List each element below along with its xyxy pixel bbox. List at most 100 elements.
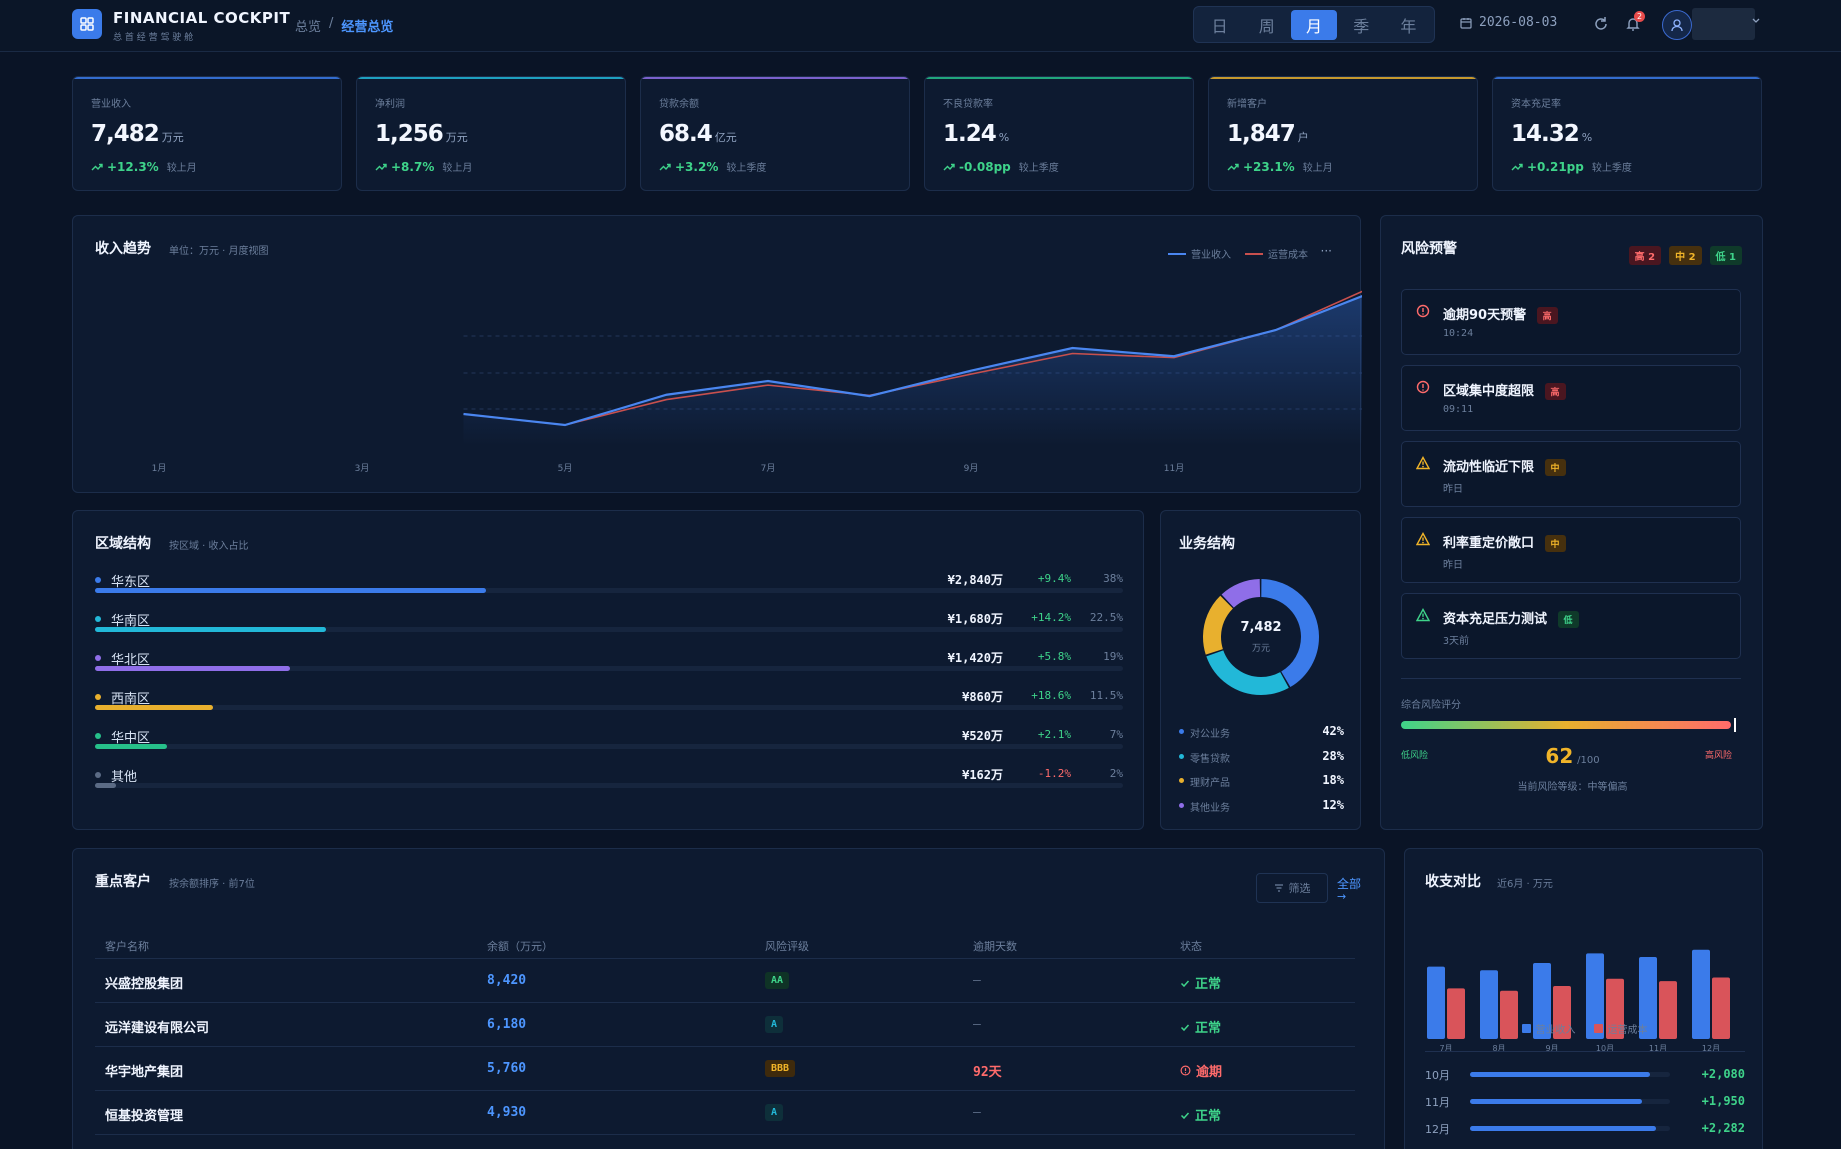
region-row[interactable]: 华北区 ¥1,420万 +5.8% 19% bbox=[95, 649, 1123, 688]
col-balance[interactable]: 余额（万元） bbox=[487, 940, 553, 953]
compare-title: 收支对比 bbox=[1425, 874, 1481, 890]
business-donut-chart bbox=[1203, 579, 1319, 695]
key-clients-panel: 重点客户 按余额排序 · 前7位 筛选 全部 → 客户名称 余额（万元） 风险评… bbox=[72, 848, 1385, 1149]
alert-circle-icon bbox=[1180, 1065, 1191, 1076]
col-overdue-days[interactable]: 逾期天数 bbox=[973, 940, 1017, 953]
expense-bar[interactable] bbox=[1447, 988, 1465, 1039]
chevron-down-icon[interactable] bbox=[1751, 15, 1761, 29]
region-dot bbox=[95, 577, 101, 583]
table-row[interactable]: 远洋建设有限公司 6,180 A — 正常 bbox=[95, 1003, 1355, 1047]
risk-item[interactable]: 利率重定价敞口 中昨日 bbox=[1401, 517, 1741, 583]
kpi-delta: +3.2% 较上季度 bbox=[659, 159, 766, 174]
region-pct: 19% bbox=[1103, 650, 1123, 663]
expense-bar[interactable] bbox=[1712, 977, 1730, 1039]
kpi-card[interactable]: 贷款余额 68.4 亿元 +3.2% 较上季度 bbox=[640, 76, 910, 191]
income-bar[interactable] bbox=[1692, 949, 1710, 1039]
table-row[interactable] bbox=[95, 1135, 1355, 1149]
net-row-fill bbox=[1470, 1099, 1642, 1104]
region-bar-track bbox=[95, 705, 1123, 710]
expense-bar[interactable] bbox=[1659, 981, 1677, 1039]
risk-count-low[interactable]: 低 1 bbox=[1709, 246, 1742, 265]
kpi-card[interactable]: 资本充足率 14.32% +0.21pp 较上季度 bbox=[1492, 76, 1762, 191]
trend-up-icon bbox=[943, 163, 955, 170]
donut-slice[interactable] bbox=[1203, 579, 1319, 695]
income-bar[interactable] bbox=[1427, 966, 1445, 1039]
risk-count-high[interactable]: 高 2 bbox=[1628, 246, 1662, 265]
expense-bar[interactable] bbox=[1553, 985, 1571, 1039]
user-icon bbox=[1671, 19, 1683, 32]
risk-score-value: 62 bbox=[1545, 744, 1574, 768]
risk-count-mid[interactable]: 中 2 bbox=[1669, 246, 1702, 265]
col-status[interactable]: 状态 bbox=[1180, 940, 1202, 953]
region-change: +14.2% bbox=[1031, 611, 1071, 624]
client-overdue-days: — bbox=[973, 1105, 981, 1120]
risk-title: 风险预警 bbox=[1401, 241, 1457, 257]
income-bar[interactable] bbox=[1586, 953, 1604, 1039]
divider bbox=[1401, 678, 1741, 679]
revenue-trend-panel: 收入趋势 单位：万元 · 月度视图 营业收入 运营成本 ··· 1月 3月 5月 7月… bbox=[72, 215, 1362, 493]
avatar[interactable] bbox=[1662, 10, 1692, 40]
kpi-delta: +23.1% 较上月 bbox=[1227, 159, 1333, 174]
period-week[interactable]: 周 bbox=[1258, 16, 1275, 36]
col-risk-rating[interactable]: 风险评级 bbox=[765, 940, 809, 953]
clients-subtitle: 按余额排序 · 前7位 bbox=[169, 879, 255, 890]
app-subtitle: 总 首 经 营 驾 驶 舱 bbox=[113, 33, 194, 43]
kpi-value: 68.4 亿元 bbox=[659, 121, 737, 147]
bell-icon[interactable]: 2 bbox=[1622, 11, 1645, 35]
risk-item[interactable]: 流动性临近下限 中昨日 bbox=[1401, 441, 1741, 507]
risk-item[interactable]: 区域集中度超限 高 09:11 bbox=[1401, 365, 1741, 431]
period-quarter[interactable]: 季 bbox=[1353, 16, 1370, 36]
region-row[interactable]: 西南区 ¥860万 +18.6% 11.5% bbox=[95, 688, 1123, 727]
kpi-compare: 较上季度 bbox=[1018, 163, 1059, 174]
kpi-card[interactable]: 净利润 1,256 万元 +8.7% 较上月 bbox=[356, 76, 626, 191]
more-options-button[interactable]: ··· bbox=[1320, 244, 1332, 258]
risk-item[interactable]: 资本充足压力测试 低 3天前 bbox=[1401, 593, 1741, 659]
alert-circle-icon bbox=[1416, 304, 1430, 321]
logo-icon[interactable] bbox=[72, 9, 102, 39]
table-row[interactable]: 华宇地产集团 5,760 BBB 92天 逾期 bbox=[95, 1047, 1355, 1091]
region-row[interactable]: 华南区 ¥1,680万 +14.2% 22.5% bbox=[95, 610, 1123, 649]
region-amount: ¥1,680万 bbox=[947, 612, 1003, 626]
legend-value: 42% bbox=[1322, 724, 1344, 738]
region-pct: 11.5% bbox=[1089, 689, 1123, 702]
region-row[interactable]: 华中区 ¥520万 +2.1% 7% bbox=[95, 727, 1123, 766]
table-row[interactable]: 恒基投资管理 4,930 A — 正常 bbox=[95, 1091, 1355, 1135]
risk-score-label: 综合风险评分 bbox=[1401, 700, 1461, 711]
low-risk-label: 低风险 bbox=[1401, 751, 1429, 761]
divider bbox=[1425, 1051, 1745, 1052]
legend-income: 营业收入 bbox=[1521, 1021, 1576, 1036]
legend-dot bbox=[1179, 778, 1184, 783]
income-bar[interactable] bbox=[1533, 963, 1551, 1039]
col-client-name[interactable]: 客户名称 bbox=[105, 940, 149, 953]
income-bar[interactable] bbox=[1480, 970, 1498, 1039]
expense-bar[interactable] bbox=[1606, 978, 1624, 1039]
x-tick-label: 1月 bbox=[152, 463, 167, 474]
filter-button[interactable]: 筛选 bbox=[1256, 873, 1328, 903]
risk-level-tag: 高 bbox=[1536, 307, 1558, 324]
kpi-card[interactable]: 营业收入 7,482 万元 +12.3% 较上月 bbox=[72, 76, 342, 191]
kpi-card[interactable]: 不良贷款率 1.24% -0.08pp 较上季度 bbox=[924, 76, 1194, 191]
income-bar[interactable] bbox=[1639, 956, 1657, 1039]
period-day[interactable]: 日 bbox=[1211, 16, 1228, 36]
date-picker[interactable]: 2026-08-03 bbox=[1460, 15, 1557, 30]
expense-bar[interactable] bbox=[1500, 990, 1518, 1039]
donut-slice[interactable] bbox=[1203, 579, 1319, 695]
kpi-card[interactable]: 新增客户 1,847 户 +23.1% 较上月 bbox=[1208, 76, 1478, 191]
high-risk-label: 高风险 bbox=[1704, 751, 1732, 761]
breadcrumb-parent[interactable]: 总览 bbox=[295, 20, 322, 35]
refresh-icon[interactable] bbox=[1590, 13, 1612, 35]
region-row[interactable]: 华东区 ¥2,840万 +9.4% 38% bbox=[95, 571, 1123, 610]
risk-item[interactable]: 逾期90天预警 高 10:24 bbox=[1401, 289, 1741, 355]
period-year[interactable]: 年 bbox=[1400, 16, 1417, 36]
period-month[interactable]: 月 bbox=[1291, 9, 1337, 40]
table-row[interactable]: 兴盛控股集团 8,420 AA — 正常 bbox=[95, 959, 1355, 1003]
user-name-redacted[interactable] bbox=[1692, 8, 1755, 40]
kpi-compare: 较上季度 bbox=[726, 163, 767, 174]
risk-level-text: 当前风险等级：中等偏高 bbox=[1517, 782, 1628, 793]
view-all-link[interactable]: 全部 → bbox=[1337, 875, 1361, 902]
region-row[interactable]: 其他 ¥162万 -1.2% 2% bbox=[95, 766, 1123, 805]
kpi-accent-bar bbox=[641, 77, 909, 79]
donut-slice[interactable] bbox=[1203, 579, 1319, 695]
region-name: 华北区 bbox=[111, 653, 151, 668]
kpi-accent-bar bbox=[925, 77, 1193, 79]
